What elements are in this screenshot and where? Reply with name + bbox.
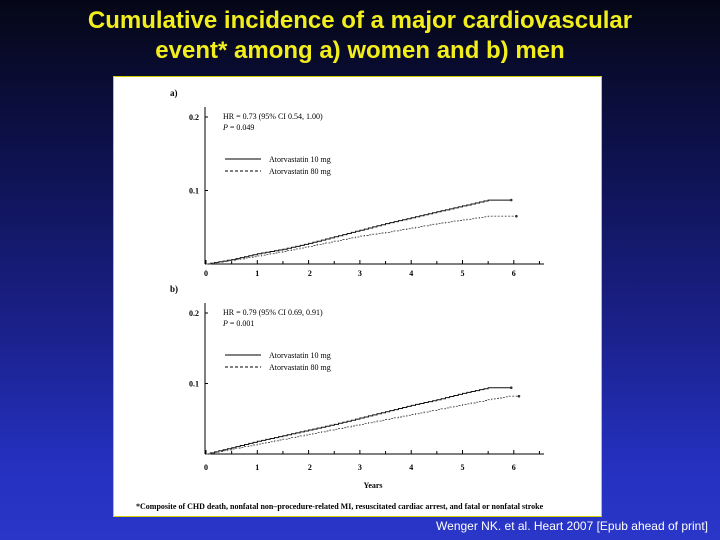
panel-b-series-end-marker bbox=[517, 394, 521, 398]
panel-a-x-tick-label: 4 bbox=[409, 269, 413, 278]
panel-b-x-tick-label: 6 bbox=[512, 463, 516, 472]
panel-a-x-tick-label: 1 bbox=[255, 269, 259, 278]
panel-a-x-tick-label: 5 bbox=[461, 269, 465, 278]
citation: Wenger NK. et al. Heart 2007 [Epub ahead… bbox=[436, 519, 708, 533]
title-line-2: event* among a) women and b) men bbox=[155, 37, 565, 64]
title-line-1: Cumulative incidence of a major cardiova… bbox=[87, 7, 633, 34]
panel-a-y-tick-label: 0.2 bbox=[189, 113, 199, 122]
panel-b-p-value: = 0.001 bbox=[228, 319, 255, 328]
panel-b-p-label: P bbox=[222, 319, 228, 328]
panel-b-series-atorva-10mg bbox=[206, 387, 512, 455]
panel-a-y-tick-label: 0.1 bbox=[189, 187, 199, 196]
panel-b-y-tick-label: 0.1 bbox=[189, 380, 199, 389]
panel-b-x-tick-label: 0 bbox=[204, 463, 208, 472]
figure-svg: a) 0.1 0.2 0 1 2 3 4 5 6 HR = 0.73 (95% CI 0.54, 1… bbox=[136, 88, 544, 511]
panel-a-legend-label: Atorvastatin 80 mg bbox=[269, 167, 331, 176]
panel-a-series-end-marker bbox=[509, 198, 513, 202]
panel-b-series-end-marker bbox=[509, 386, 513, 390]
panel-a-p-label: P bbox=[222, 123, 228, 132]
panel-b-x-axis-title: Years bbox=[363, 481, 382, 490]
panel-b-y-tick-label: 0.2 bbox=[189, 309, 199, 318]
figure-footnote: *Composite of CHD death, nonfatal non–pr… bbox=[136, 502, 544, 511]
panel-b-x-tick-label: 4 bbox=[409, 463, 413, 472]
panel-a-p-text: P = 0.049 bbox=[222, 123, 254, 132]
panel-b-series-atorva-80mg bbox=[206, 395, 519, 455]
panel-b-x-tick-label: 5 bbox=[461, 463, 465, 472]
panel-a-series-atorva-80mg bbox=[206, 215, 517, 265]
panel-a-label: a) bbox=[170, 88, 178, 98]
panel-a-x-tick-label: 0 bbox=[204, 269, 208, 278]
slide-title: Cumulative incidence of a major cardiova… bbox=[0, 6, 720, 66]
panel-b-x-tick-label: 3 bbox=[358, 463, 362, 472]
panel-a-x-tick-label: 2 bbox=[308, 269, 312, 278]
panel-b-legend-label: Atorvastatin 10 mg bbox=[269, 351, 331, 360]
panel-b-x-tick-label: 1 bbox=[255, 463, 259, 472]
panel-a-legend-label: Atorvastatin 10 mg bbox=[269, 155, 331, 164]
figure-panel: a) 0.1 0.2 0 1 2 3 4 5 6 HR = 0.73 (95% CI 0.54, 1… bbox=[113, 76, 602, 517]
panel-b-label: b) bbox=[170, 284, 178, 294]
panel-b-hr-text: HR = 0.79 (95% CI 0.69, 0.91) bbox=[223, 308, 323, 317]
panel-b-p-text: P = 0.001 bbox=[222, 319, 254, 328]
panel-b-legend-label: Atorvastatin 80 mg bbox=[269, 363, 331, 372]
panel-a-p-value: = 0.049 bbox=[228, 123, 255, 132]
panel-a-hr-text: HR = 0.73 (95% CI 0.54, 1.00) bbox=[223, 112, 323, 121]
panel-a-x-tick-label: 3 bbox=[358, 269, 362, 278]
panel-a-series-end-marker bbox=[515, 214, 518, 218]
panel-a-x-tick-label: 6 bbox=[512, 269, 516, 278]
panel-b-x-tick-label: 2 bbox=[308, 463, 312, 472]
panel-a-series-atorva-10mg bbox=[206, 199, 512, 265]
